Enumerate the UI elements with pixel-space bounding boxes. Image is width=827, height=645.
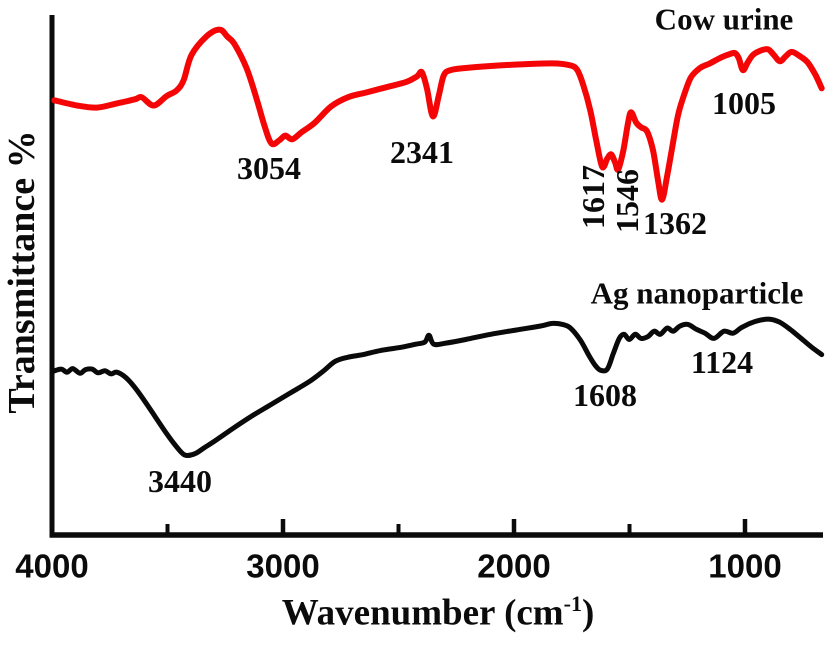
y-axis-title-text: Transmittance % [1,130,43,414]
series-label-ag-nanoparticle: Ag nanoparticle [590,275,804,311]
peak-label-1124: 1124 [690,344,754,380]
x-tick-label-3000: 3000 [246,547,320,585]
x-tick-label-2000: 2000 [477,547,551,585]
series-label-cow-urine: Cow urine [654,1,794,37]
cow-urine-curve [51,26,825,203]
peak-label-1608: 1608 [573,377,637,413]
x-axis-title: Wavenumber (cm-1) [281,592,595,634]
x-tick-label-1000: 1000 [708,547,782,585]
peak-label-1362: 1362 [643,205,707,241]
peak-label-1546: 1546 [609,169,645,233]
peak-label-1617: 1617 [575,165,611,229]
ag-nanoparticle-curve [50,316,825,459]
x-tick-label-4000: 4000 [15,547,89,585]
peak-label-3440: 3440 [148,463,212,499]
y-axis-title: Transmittance % [1,130,43,414]
x-axis-title-text: Wavenumber (cm [281,592,564,634]
peak-label-3054: 3054 [237,150,301,186]
peak-label-2341: 2341 [390,134,454,170]
x-axis-title-superscript: -1 [563,591,582,617]
x-axis-title-close: ) [581,592,595,634]
peak-label-1005: 1005 [712,85,776,121]
